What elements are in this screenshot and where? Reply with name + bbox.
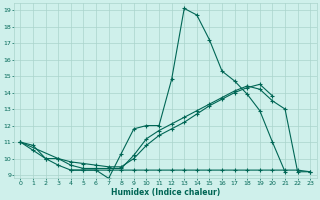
X-axis label: Humidex (Indice chaleur): Humidex (Indice chaleur) (111, 188, 220, 197)
